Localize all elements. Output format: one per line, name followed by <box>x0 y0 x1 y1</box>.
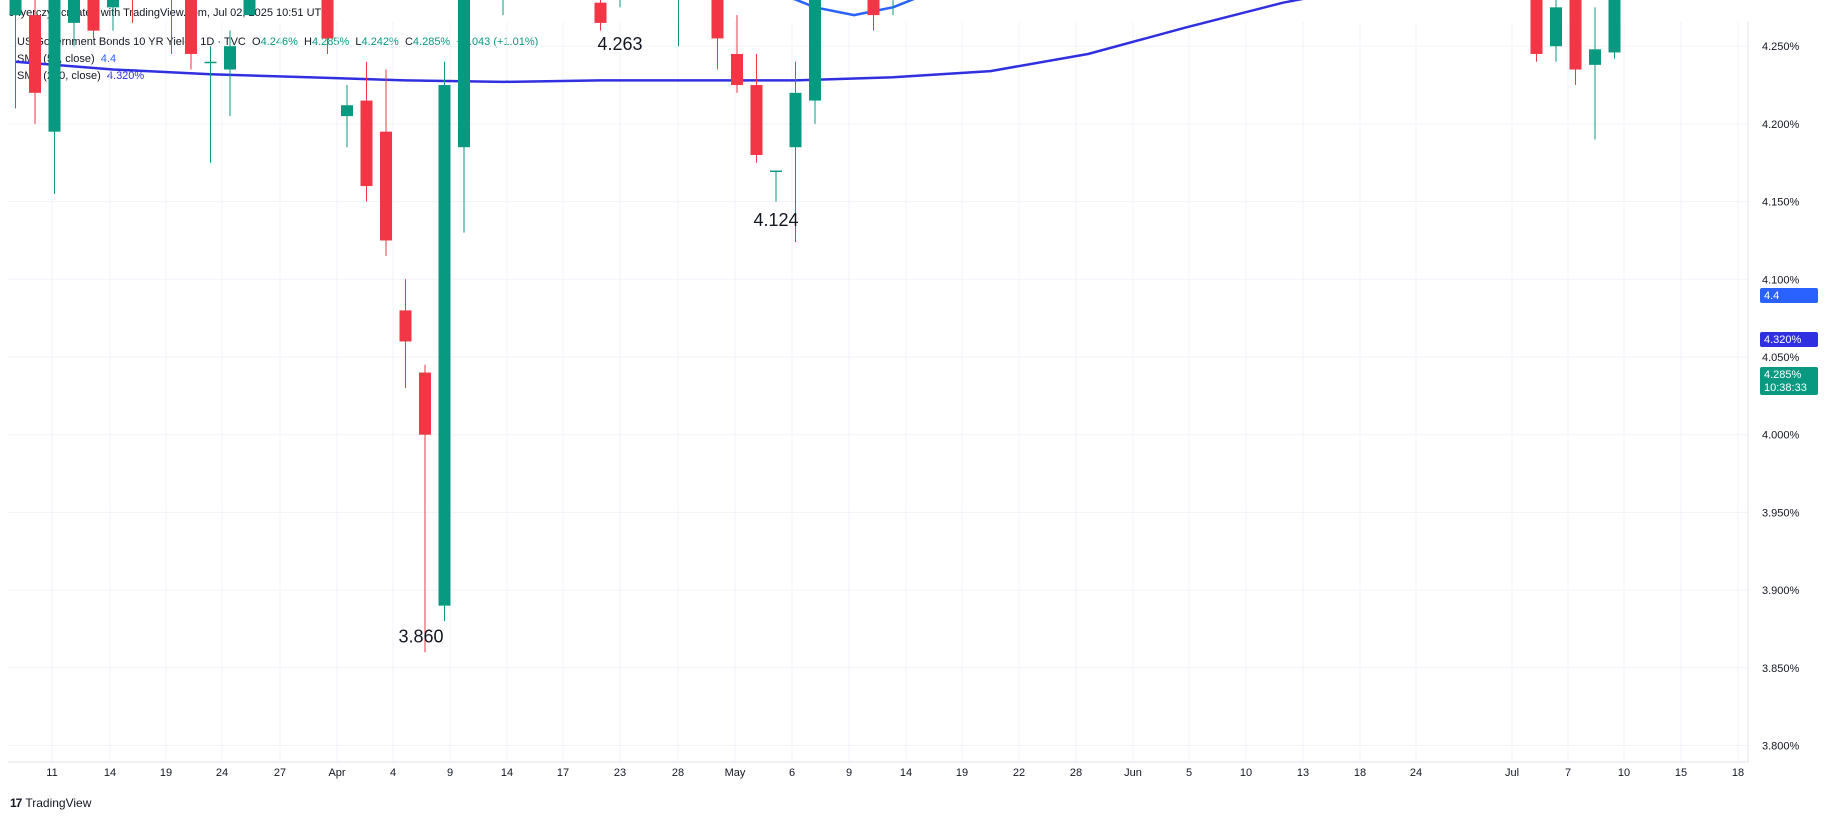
price-annotation: 3.860 <box>398 626 443 646</box>
candle <box>750 85 763 155</box>
x-tick-label: 9 <box>447 767 453 779</box>
candle <box>1608 0 1621 53</box>
x-tick-label: 18 <box>1354 767 1366 779</box>
x-tick-label: 24 <box>216 767 228 779</box>
y-tick-label: 3.800% <box>1762 741 1800 753</box>
tradingview-branding[interactable]: 17 TradingView <box>10 796 91 810</box>
candle <box>243 0 256 16</box>
candle <box>380 131 392 241</box>
x-tick-label: 7 <box>1565 767 1571 779</box>
candle <box>9 0 22 16</box>
y-tick-label: 3.850% <box>1762 663 1800 675</box>
close-label: C <box>404 36 413 48</box>
price-badge <box>1760 288 1818 303</box>
price-annotation: 4.263 <box>597 34 642 54</box>
x-tick-label: 5 <box>1186 767 1192 779</box>
x-tick-label: 6 <box>789 767 795 779</box>
x-tick-label: 23 <box>614 767 626 779</box>
x-tick-label: 14 <box>104 767 116 779</box>
tradingview-logo-icon: 17 <box>10 796 22 810</box>
price-badge-text: 4.4 <box>1764 290 1779 302</box>
y-tick-label: 3.950% <box>1762 507 1800 519</box>
candle <box>458 0 470 148</box>
candle <box>809 0 821 101</box>
candle <box>1550 7 1562 47</box>
y-tick-label: 4.250% <box>1762 41 1800 53</box>
brand-name: TradingView <box>25 796 92 810</box>
close-value: 4.285% <box>412 36 451 48</box>
x-tick-label: 14 <box>501 767 513 779</box>
sma200-value: 4.320% <box>106 70 145 82</box>
x-tick-label: 13 <box>1297 767 1309 779</box>
candle <box>360 100 373 187</box>
price-annotation: 4.124 <box>753 210 798 230</box>
price-badge <box>1760 332 1818 347</box>
y-tick-label: 4.000% <box>1762 430 1800 442</box>
candle <box>867 0 880 16</box>
candle <box>224 46 236 70</box>
candle <box>341 105 353 117</box>
x-tick-label: 17 <box>557 767 569 779</box>
candle <box>419 372 431 435</box>
open-label: O <box>252 36 261 48</box>
candle <box>1530 0 1543 54</box>
x-tick-label: 28 <box>672 767 684 779</box>
price-badge-countdown: 10:38:33 <box>1764 382 1807 394</box>
sma50-value: 4.4 <box>100 53 117 65</box>
x-tick-label: 4 <box>390 767 396 779</box>
candle <box>107 0 119 8</box>
price-badge-text: 4.320% <box>1764 334 1802 346</box>
y-tick-label: 4.100% <box>1762 274 1800 286</box>
candle <box>399 310 412 342</box>
candle <box>29 15 41 93</box>
x-tick-label: 19 <box>160 767 172 779</box>
y-tick-label: 4.200% <box>1762 119 1800 131</box>
candle <box>1589 49 1601 65</box>
candle <box>321 0 334 39</box>
x-tick-label: 28 <box>1070 767 1082 779</box>
x-tick-label: 15 <box>1675 767 1687 779</box>
x-tick-label: Jun <box>1124 767 1142 779</box>
y-tick-label: 4.050% <box>1762 352 1800 364</box>
candle <box>1569 0 1582 70</box>
candle <box>87 0 100 31</box>
x-tick-label: 24 <box>1410 767 1422 779</box>
x-tick-label: 22 <box>1013 767 1025 779</box>
x-tick-label: 10 <box>1240 767 1252 779</box>
high-value: 4.285% <box>311 36 350 48</box>
candle <box>185 0 197 54</box>
candle <box>204 61 217 64</box>
candle <box>438 85 451 606</box>
x-tick-label: May <box>725 767 746 779</box>
x-tick-label: Apr <box>328 767 345 779</box>
x-tick-label: 9 <box>846 767 852 779</box>
high-label: H <box>304 36 312 48</box>
x-tick-label: 19 <box>956 767 968 779</box>
candle <box>789 92 802 148</box>
price-badge <box>1760 367 1818 395</box>
low-label: L <box>355 36 362 48</box>
x-tick-label: 14 <box>900 767 912 779</box>
sma200-line <box>15 0 1304 84</box>
candle <box>770 170 782 173</box>
candle <box>48 0 61 132</box>
sma50-line <box>793 0 915 17</box>
y-tick-label: 4.150% <box>1762 197 1800 209</box>
x-tick-label: Jul <box>1505 767 1519 779</box>
open-value: 4.246% <box>260 36 298 48</box>
price-badge-text: 4.285% <box>1764 369 1802 381</box>
candle <box>711 0 724 39</box>
candle <box>68 0 80 23</box>
low-value: 4.242% <box>361 36 399 48</box>
x-tick-label: 10 <box>1618 767 1630 779</box>
candle <box>594 2 607 23</box>
candle <box>731 53 743 86</box>
x-tick-label: 11 <box>46 767 57 779</box>
x-tick-label: 18 <box>1732 767 1744 779</box>
y-tick-label: 3.900% <box>1762 585 1800 597</box>
x-tick-label: 27 <box>274 767 286 779</box>
change-value: +0.043 (+1.01%) <box>456 36 539 48</box>
